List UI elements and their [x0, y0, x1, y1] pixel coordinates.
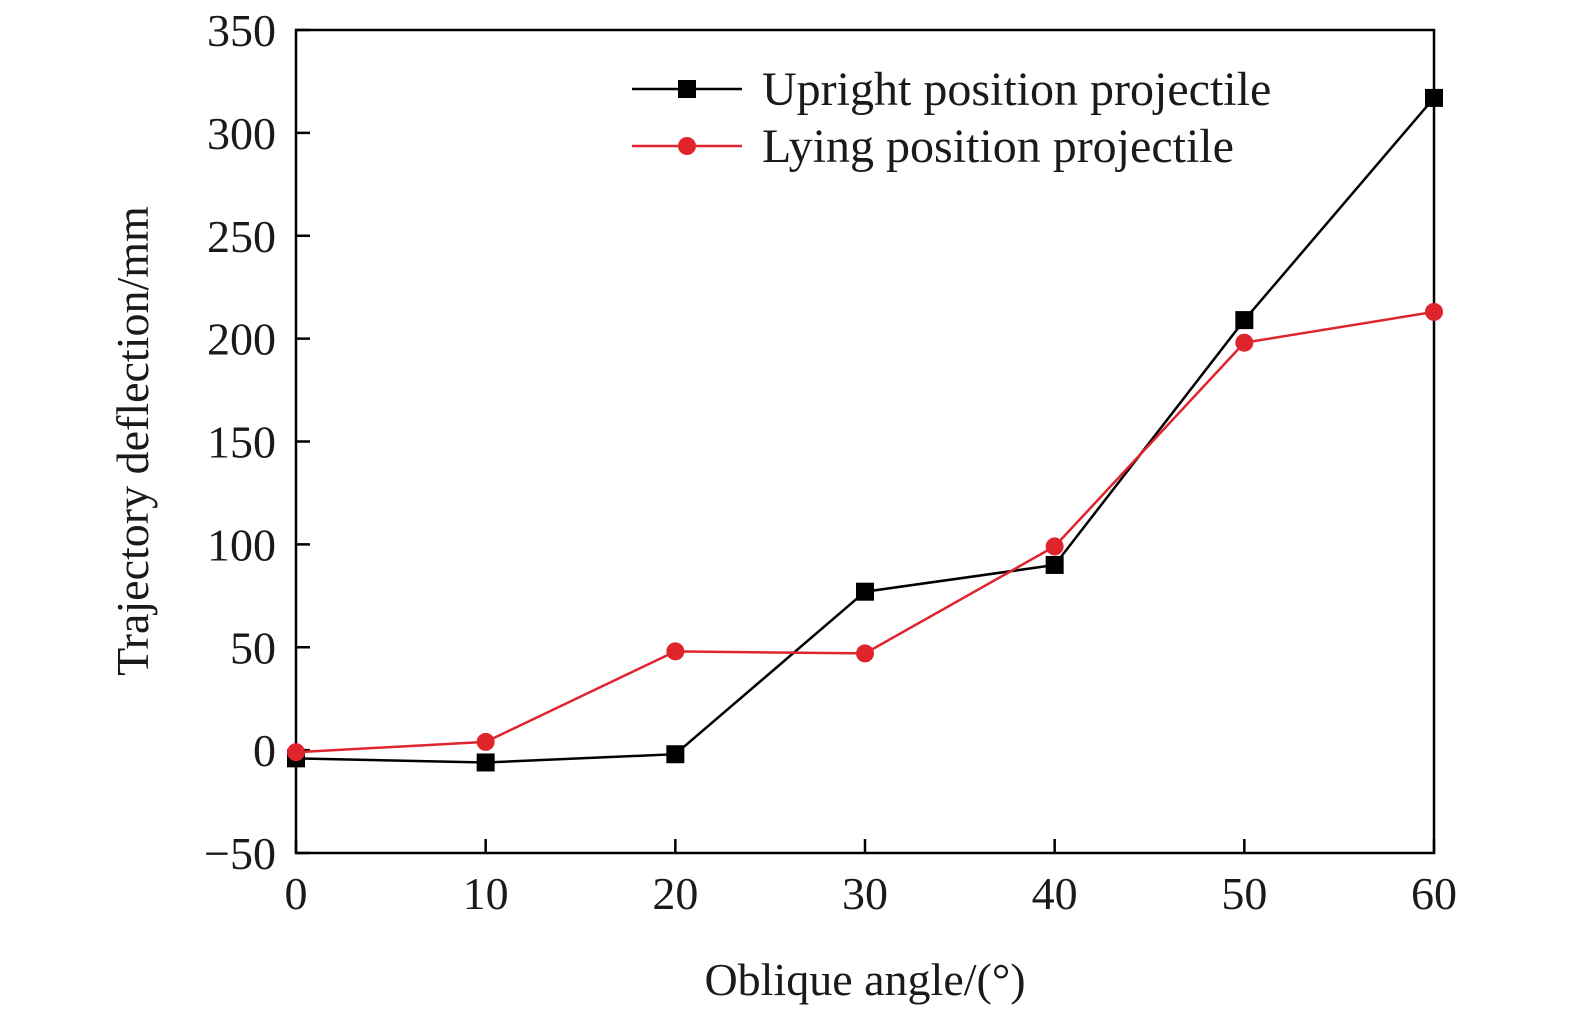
- x-tick-label: 50: [1221, 868, 1267, 919]
- y-tick-label: 50: [230, 622, 276, 673]
- x-tick-label: 60: [1411, 868, 1457, 919]
- y-tick-label: 300: [207, 108, 276, 159]
- legend-marker: [678, 137, 696, 155]
- y-tick-label: 0: [253, 725, 276, 776]
- y-tick-label: 200: [207, 314, 276, 365]
- legend-item: Lying position projectile: [632, 120, 1234, 173]
- legend-marker: [678, 80, 696, 98]
- legend-label: Lying position projectile: [762, 120, 1234, 173]
- x-tick-label: 30: [842, 868, 888, 919]
- data-point: [476, 753, 495, 772]
- series-line: [295, 97, 1435, 764]
- y-axis-title: Trajectory deflection/mm: [107, 206, 158, 676]
- data-point: [856, 644, 874, 663]
- y-tick-label: 150: [207, 417, 276, 468]
- data-point: [1045, 555, 1064, 574]
- data-point: [1235, 311, 1254, 330]
- x-tick-label: 0: [285, 868, 308, 919]
- x-tick-label: 40: [1032, 868, 1078, 919]
- data-point: [1045, 537, 1064, 556]
- data-point: [1235, 333, 1254, 352]
- y-tick-label: 350: [207, 5, 276, 56]
- data-point: [287, 743, 305, 762]
- x-tick-label: 10: [463, 868, 509, 919]
- y-tick-label: −50: [204, 828, 276, 879]
- series-lying: [287, 302, 1443, 762]
- series-line: [295, 310, 1435, 754]
- data-point: [666, 642, 685, 661]
- x-tick-label: 20: [652, 868, 698, 919]
- series-upright: [287, 88, 1443, 772]
- legend-item: Upright position projectile: [632, 63, 1271, 116]
- data-point: [1425, 88, 1443, 107]
- legend-label: Upright position projectile: [762, 63, 1271, 116]
- y-tick-label: 100: [207, 519, 276, 570]
- data-point: [666, 745, 685, 764]
- data-point: [476, 732, 495, 751]
- x-axis-title: Oblique angle/(°): [704, 954, 1025, 1005]
- series-layer: [287, 88, 1443, 772]
- data-point: [856, 582, 874, 601]
- data-point: [1425, 302, 1443, 321]
- y-tick-label: 250: [207, 211, 276, 262]
